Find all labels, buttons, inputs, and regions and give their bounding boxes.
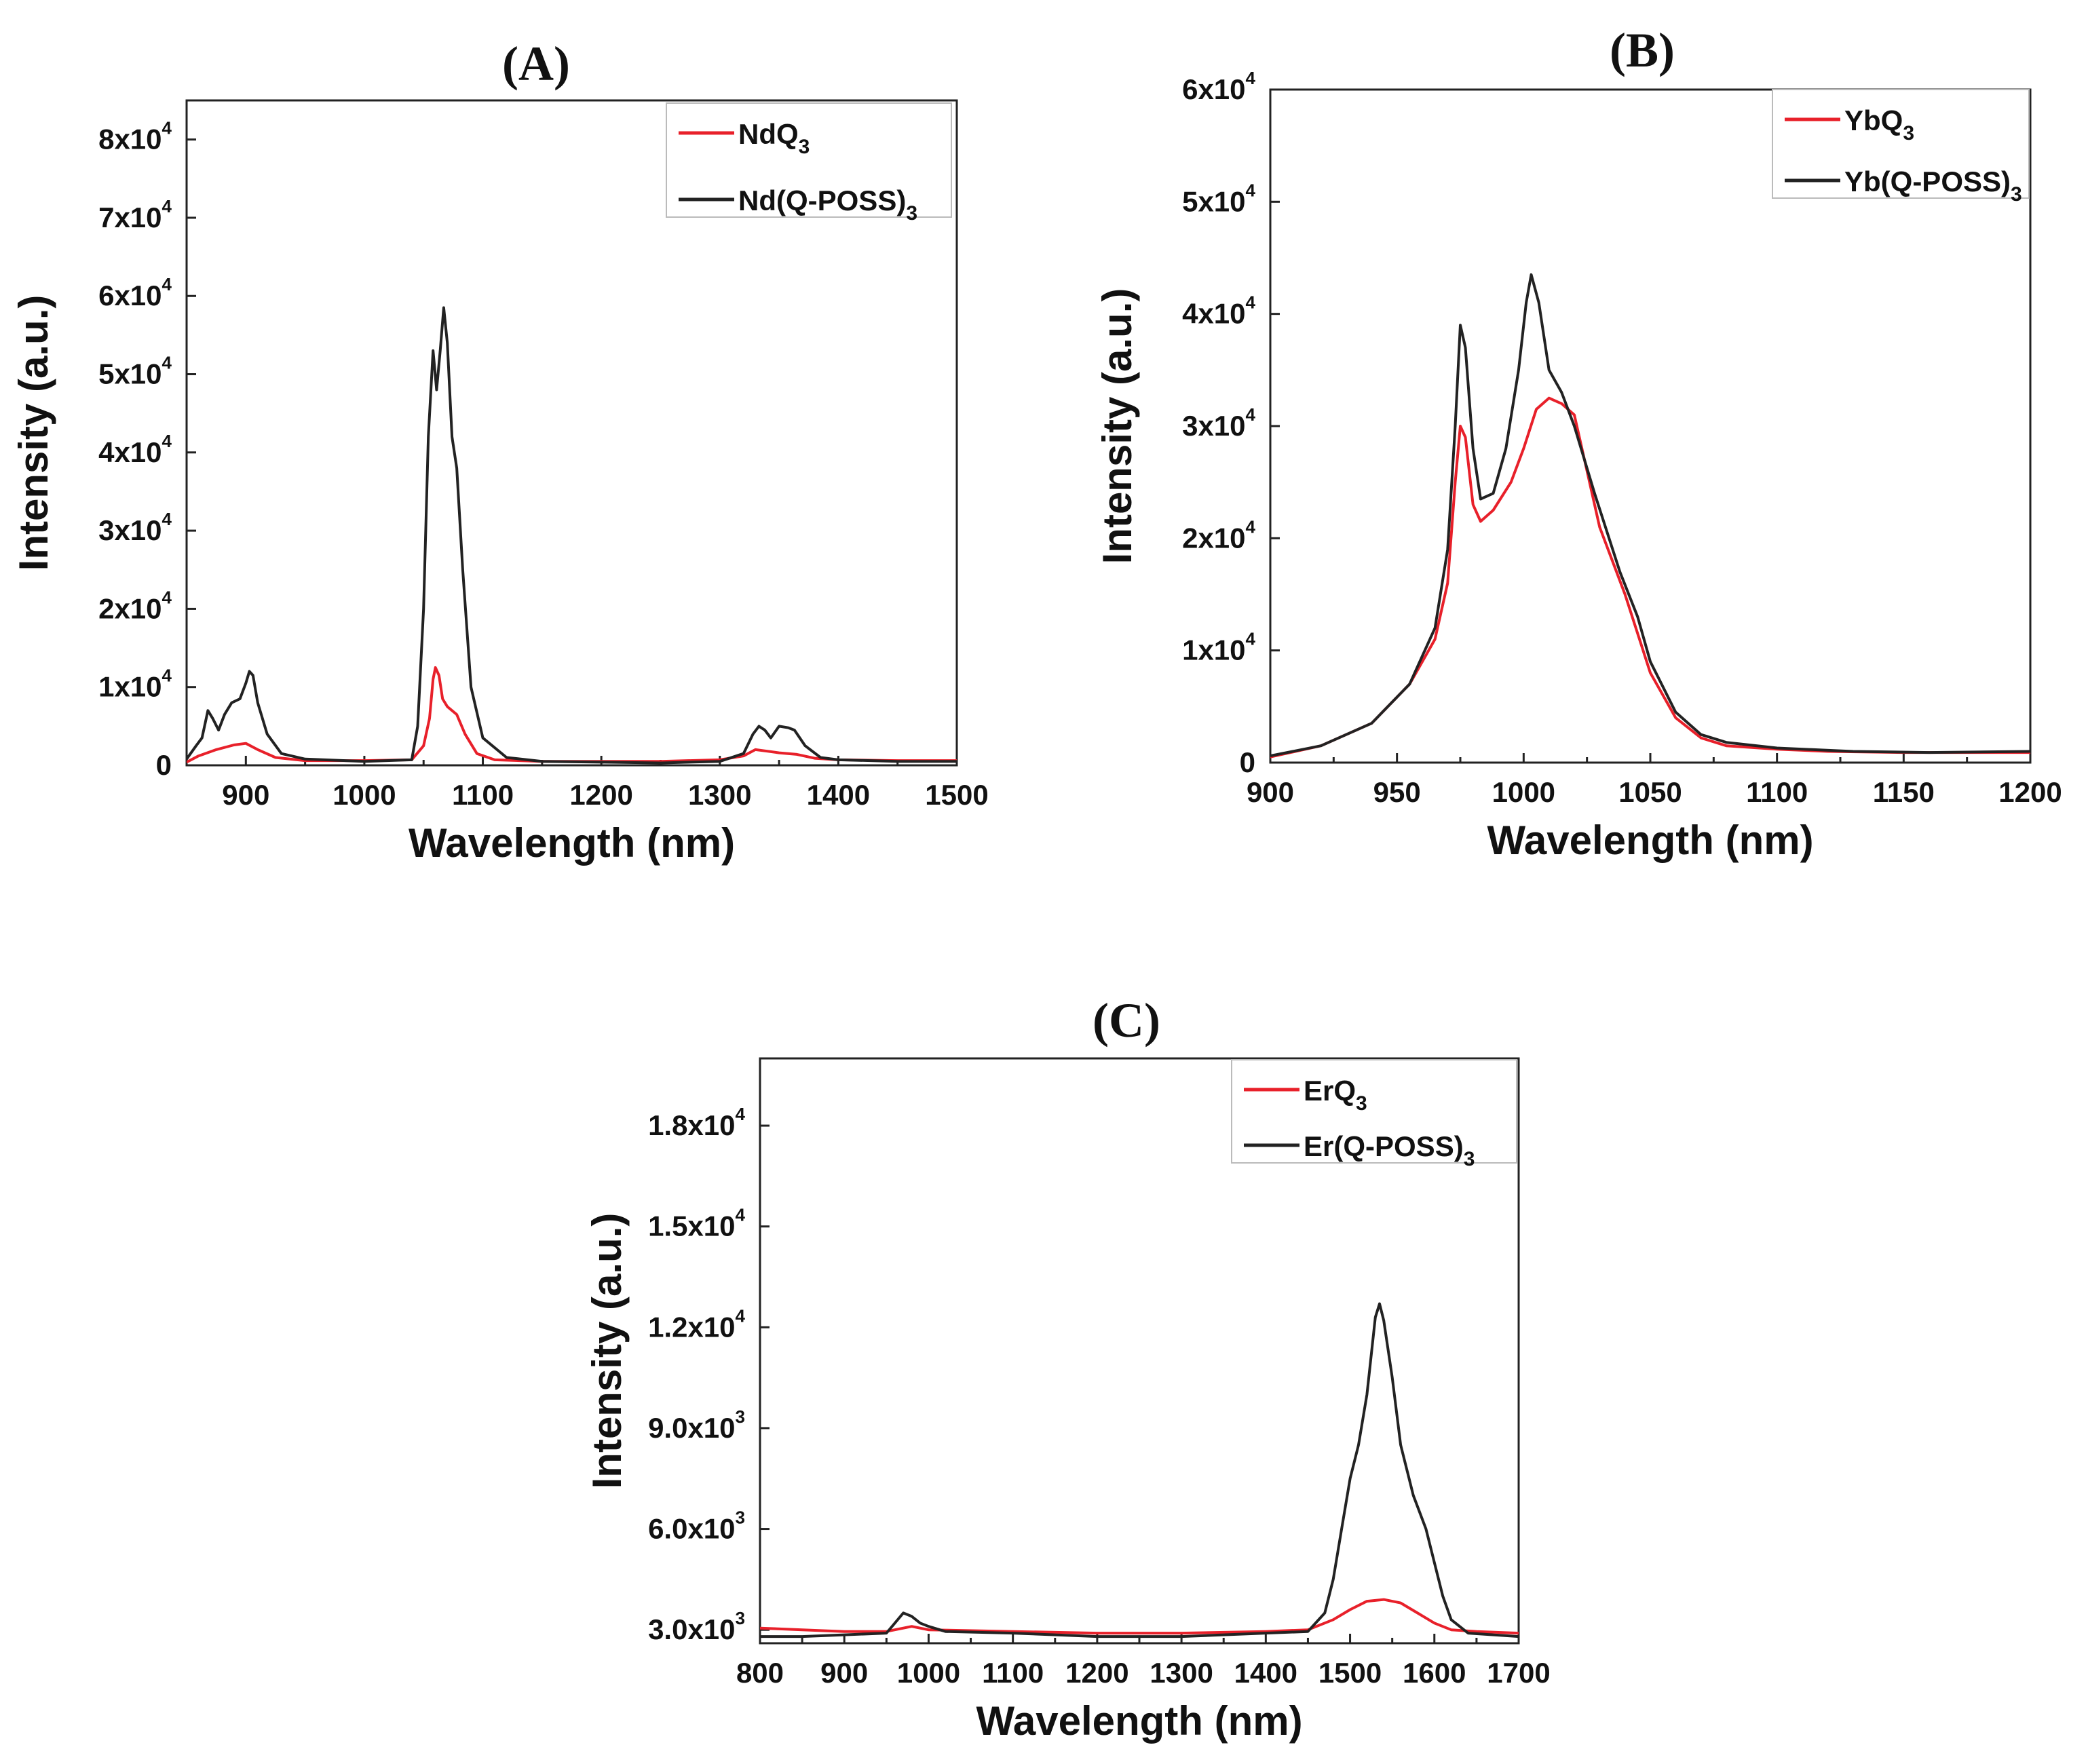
x-tick-label: 1200 — [569, 779, 632, 811]
x-tick-label: 800 — [736, 1657, 784, 1689]
x-tick-label: 950 — [1373, 776, 1421, 808]
x-tick-label: 1700 — [1487, 1657, 1550, 1689]
legend: ErQ3 Er(Q-POSS)3 — [1231, 1059, 1517, 1170]
panel-3: (C) 800 900 1000 1100 1200 1300 1400 1500 1600 170… — [584, 993, 1551, 1744]
y-tick-label: 7x104 — [98, 196, 172, 233]
x-tick-label: 1300 — [1150, 1657, 1213, 1689]
x-tick-label: 1600 — [1403, 1657, 1466, 1689]
x-axis-title: Wavelength (nm) — [409, 820, 735, 866]
y-axis-title: Intensity (a.u.) — [584, 1213, 630, 1489]
series-line-1 — [187, 666, 957, 764]
y-tick-label: 5x104 — [1182, 180, 1255, 217]
x-tick-label: 1300 — [688, 779, 751, 811]
plot-frame — [185, 99, 958, 767]
y-tick-label: 6x104 — [98, 274, 172, 311]
y-axis-title: Intensity (a.u.) — [11, 295, 56, 571]
panel-1: (A) 900 1000 1100 1200 1300 1400 1500 0 1x104 2x10… — [11, 37, 989, 866]
x-tick-label: 1000 — [1492, 776, 1555, 808]
x-tick-label: 1100 — [982, 1657, 1044, 1689]
series-line-2 — [1270, 273, 2030, 758]
x-tick-label: 900 — [1247, 776, 1294, 808]
x-tick-label: 1000 — [333, 779, 396, 811]
x-tick-label: 1000 — [897, 1657, 960, 1689]
y-tick-label: 8x104 — [98, 118, 172, 155]
x-tick-label: 1500 — [1318, 1657, 1382, 1689]
x-tick-label: 900 — [820, 1657, 868, 1689]
x-tick-label: 1500 — [925, 779, 988, 811]
x-tick-label: 1100 — [452, 779, 514, 811]
series-line-1 — [760, 1598, 1519, 1635]
y-tick-label: 1.8x104 — [648, 1104, 745, 1141]
legend-label: Nd(Q-POSS)3 — [738, 185, 917, 225]
y-tick-label: 2x104 — [98, 587, 172, 624]
x-tick-label: 1100 — [1746, 776, 1808, 808]
y-tick-label: 1.5x104 — [648, 1205, 745, 1242]
panel-label: (C) — [1093, 993, 1160, 1048]
x-tick-label: 1050 — [1618, 776, 1682, 808]
panel-2: (B) 900 950 1000 1050 1100 1150 1200 0 1x104 2x104… — [1095, 23, 2062, 863]
x-tick-label: 1150 — [1873, 776, 1935, 808]
y-tick-label: 1x104 — [1182, 629, 1255, 666]
series-line-2 — [187, 306, 957, 765]
x-tick-label: 900 — [222, 779, 269, 811]
y-tick-label: 9.0x103 — [648, 1406, 745, 1444]
x-axis-title: Wavelength (nm) — [1487, 818, 1813, 863]
y-tick-label: 2x104 — [1182, 516, 1255, 554]
legend: YbQ3 Yb(Q-POSS)3 — [1772, 89, 2030, 206]
series-line-2 — [760, 1302, 1519, 1638]
y-tick-label: 0 — [1240, 746, 1255, 778]
legend-label: Yb(Q-POSS)3 — [1844, 166, 2022, 206]
legend-label: Er(Q-POSS)3 — [1304, 1130, 1475, 1170]
legend: NdQ3 Nd(Q-POSS)3 — [666, 102, 952, 225]
legend-label: NdQ3 — [738, 118, 810, 158]
panel-label: (B) — [1610, 23, 1675, 77]
y-tick-label: 6.0x103 — [648, 1508, 745, 1545]
legend-label: ErQ3 — [1304, 1075, 1367, 1115]
y-tick-label: 3x104 — [98, 509, 172, 546]
series-line-1 — [1270, 396, 2030, 759]
y-tick-label: 6x104 — [1182, 68, 1255, 105]
y-tick-label: 4x104 — [98, 431, 172, 468]
y-tick-label: 0 — [156, 749, 172, 781]
x-tick-label: 1400 — [807, 779, 870, 811]
y-tick-label: 1x104 — [98, 666, 172, 703]
y-tick-label: 4x104 — [1182, 292, 1255, 330]
y-axis-title: Intensity (a.u.) — [1095, 288, 1140, 564]
legend-label: YbQ3 — [1844, 104, 1914, 145]
x-axis-title: Wavelength (nm) — [976, 1698, 1302, 1744]
y-tick-label: 1.2x104 — [648, 1305, 745, 1343]
y-tick-label: 5x104 — [98, 353, 172, 390]
y-tick-label: 3.0x103 — [648, 1608, 745, 1645]
panel-label: (A) — [502, 37, 570, 91]
x-tick-label: 1200 — [1998, 776, 2062, 808]
y-tick-label: 3x104 — [1182, 404, 1255, 442]
x-tick-label: 1200 — [1065, 1657, 1128, 1689]
x-tick-label: 1400 — [1234, 1657, 1297, 1689]
